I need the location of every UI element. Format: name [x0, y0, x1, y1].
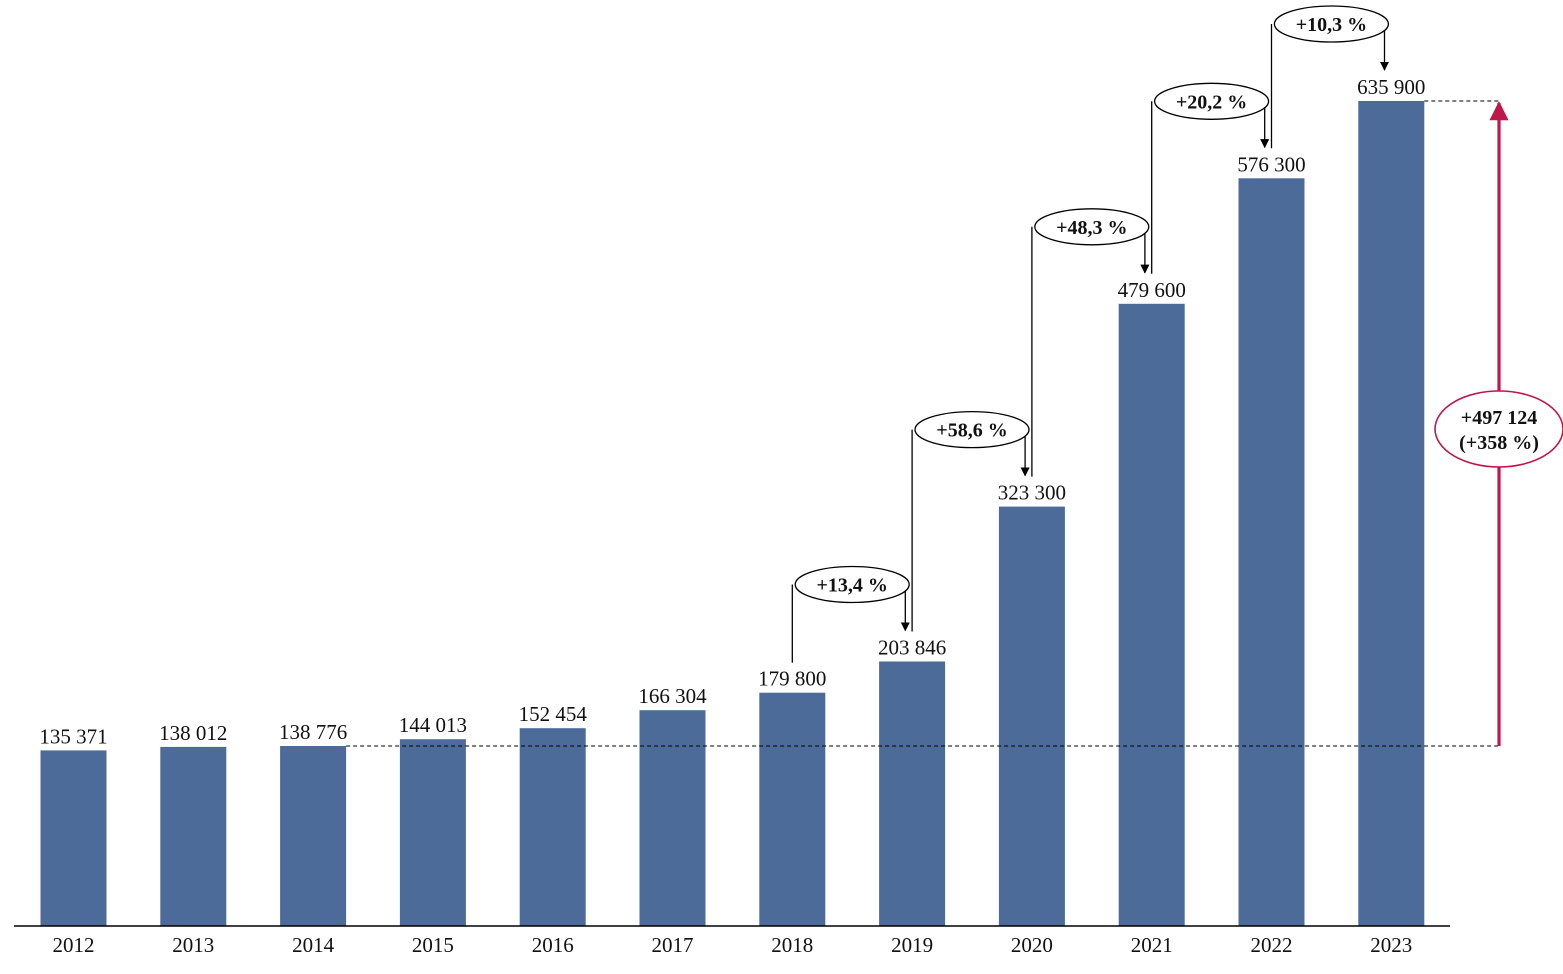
x-tick-label-2013: 2013	[172, 933, 214, 957]
bar-2023	[1358, 101, 1425, 926]
growth-annotation-2023: +10,3 %	[1270, 5, 1390, 149]
x-tick-label-2017: 2017	[652, 933, 694, 957]
value-label-2016: 152 454	[519, 702, 588, 726]
growth-annotation-2019: +13,4 %	[791, 565, 910, 663]
x-tick-label-2020: 2020	[1011, 933, 1053, 957]
bars-layer: 135 371 138 012 138 776 144 013 152 454 166 3…	[39, 75, 1425, 927]
total-change-annotation: +497 124 (+358 %)	[1434, 101, 1563, 746]
x-tick-label-2015: 2015	[412, 933, 454, 957]
growth-annotations-layer: +13,4 % +58,6 % +48,3 % +20,2 % +10,3 %	[791, 5, 1390, 663]
growth-ellipse	[914, 410, 1030, 449]
growth-ellipse	[1273, 5, 1390, 43]
x-tick-label-2019: 2019	[891, 933, 933, 957]
bar-2014	[280, 746, 347, 926]
bar-2022	[1238, 178, 1305, 927]
value-label-2021: 479 600	[1118, 278, 1186, 302]
bar-2019	[879, 661, 946, 926]
reference-lines-layer	[346, 100, 1499, 747]
total-change-absolute: +497 124	[1461, 407, 1537, 429]
x-tick-label-2022: 2022	[1251, 933, 1293, 957]
value-label-2015: 144 013	[399, 713, 467, 737]
growth-label: +20,2 %	[1176, 91, 1247, 113]
growth-label: +48,3 %	[1056, 217, 1127, 239]
bar-2016	[519, 728, 586, 926]
bar-2013	[160, 746, 227, 926]
x-tick-label-2014: 2014	[292, 933, 335, 957]
value-label-2012: 135 371	[39, 724, 107, 748]
growth-ellipse	[794, 565, 910, 604]
bar-2020	[998, 506, 1065, 926]
value-label-2017: 166 304	[638, 684, 707, 708]
bar-2015	[399, 739, 466, 926]
growth-annotation-2021: +48,3 %	[1031, 208, 1150, 477]
total-change-percent: (+358 %)	[1459, 432, 1539, 454]
growth-annotation-2020: +58,6 %	[911, 410, 1030, 632]
growth-annotation-2022: +20,2 %	[1151, 82, 1270, 274]
value-label-2019: 203 846	[878, 636, 946, 660]
value-label-2022: 576 300	[1237, 152, 1305, 176]
x-axis-tick-labels: 2012 2013 2014 2015 2016 2017 2018 2019 2020 2021…	[53, 933, 1413, 957]
growth-ellipse	[1153, 82, 1270, 120]
total-change-ellipse	[1434, 390, 1563, 468]
growth-label: +10,3 %	[1296, 14, 1367, 36]
bar-2012	[40, 750, 107, 926]
value-label-2023: 635 900	[1357, 75, 1425, 99]
value-label-2014: 138 776	[279, 720, 347, 744]
value-label-2020: 323 300	[998, 481, 1066, 505]
value-label-2018: 179 800	[758, 667, 826, 691]
x-tick-label-2012: 2012	[53, 933, 95, 957]
bar-2017	[639, 710, 706, 926]
growth-ellipse	[1034, 208, 1150, 246]
x-tick-label-2018: 2018	[771, 933, 813, 957]
x-tick-label-2023: 2023	[1370, 933, 1412, 957]
bar-2021	[1118, 303, 1185, 926]
x-tick-label-2016: 2016	[532, 933, 574, 957]
x-tick-label-2021: 2021	[1131, 933, 1173, 957]
value-label-2013: 138 012	[159, 721, 227, 745]
bar-2018	[759, 692, 826, 926]
growth-label: +13,4 %	[816, 575, 887, 597]
growth-label: +58,6 %	[936, 420, 1007, 442]
